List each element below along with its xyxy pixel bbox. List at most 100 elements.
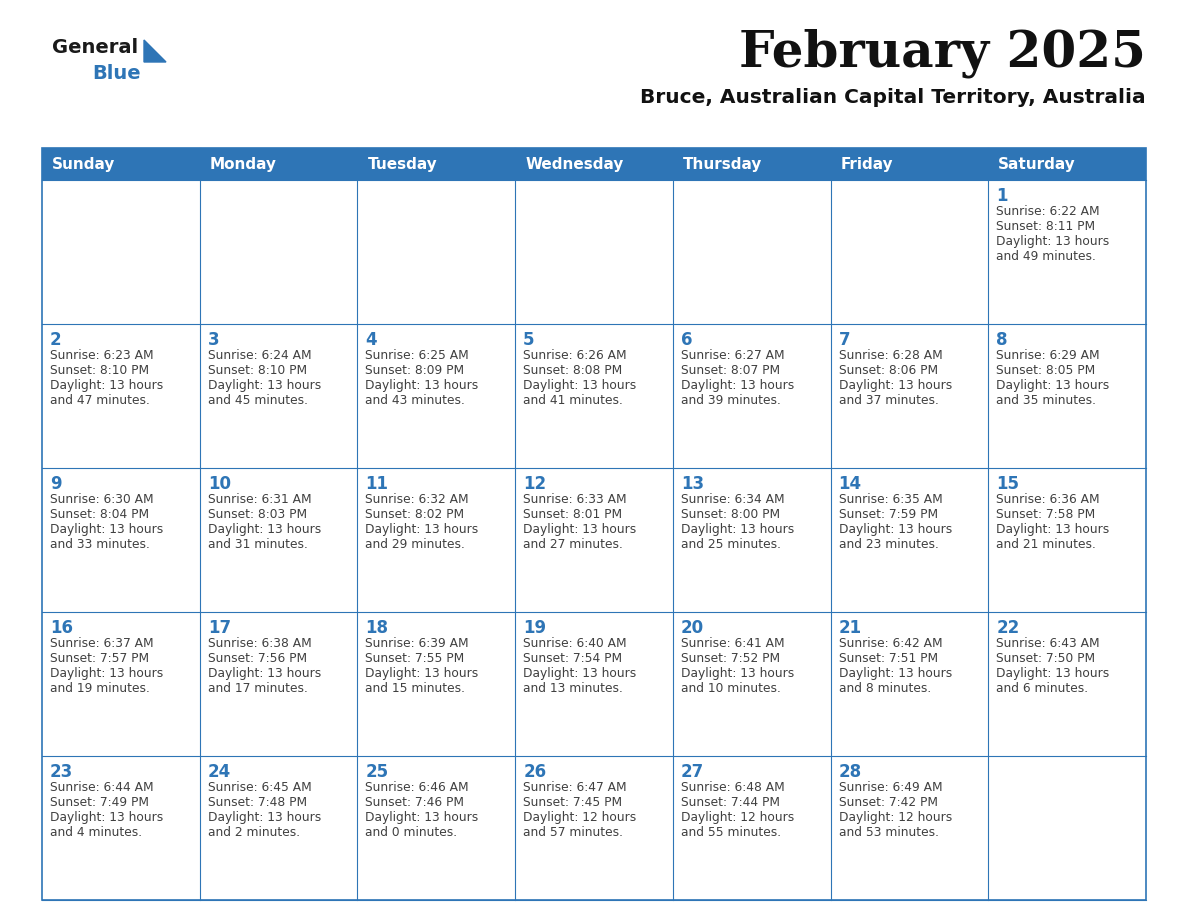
Text: 9: 9 bbox=[50, 475, 62, 493]
Text: Sunrise: 6:32 AM: Sunrise: 6:32 AM bbox=[366, 493, 469, 506]
Text: and 37 minutes.: and 37 minutes. bbox=[839, 394, 939, 407]
Text: 6: 6 bbox=[681, 331, 693, 349]
Text: 22: 22 bbox=[997, 619, 1019, 637]
Text: 3: 3 bbox=[208, 331, 220, 349]
Text: Daylight: 13 hours: Daylight: 13 hours bbox=[50, 523, 163, 536]
Text: Sunset: 8:02 PM: Sunset: 8:02 PM bbox=[366, 508, 465, 521]
Bar bbox=[516, 468, 672, 612]
Bar bbox=[200, 324, 358, 468]
Text: Thursday: Thursday bbox=[683, 156, 763, 172]
Text: 28: 28 bbox=[839, 763, 861, 781]
Bar bbox=[672, 612, 830, 756]
Text: Sunset: 7:51 PM: Sunset: 7:51 PM bbox=[839, 652, 937, 665]
Bar bbox=[516, 324, 672, 468]
Text: and 19 minutes.: and 19 minutes. bbox=[50, 682, 150, 695]
Text: and 35 minutes.: and 35 minutes. bbox=[997, 394, 1097, 407]
Bar bbox=[200, 180, 358, 324]
Text: Sunrise: 6:22 AM: Sunrise: 6:22 AM bbox=[997, 205, 1100, 218]
Text: Monday: Monday bbox=[210, 156, 277, 172]
Text: Daylight: 13 hours: Daylight: 13 hours bbox=[997, 523, 1110, 536]
Text: Sunrise: 6:46 AM: Sunrise: 6:46 AM bbox=[366, 781, 469, 794]
Text: Sunrise: 6:41 AM: Sunrise: 6:41 AM bbox=[681, 637, 784, 650]
Bar bbox=[358, 756, 516, 900]
Text: 5: 5 bbox=[523, 331, 535, 349]
Text: and 4 minutes.: and 4 minutes. bbox=[50, 826, 143, 839]
Bar bbox=[672, 180, 830, 324]
Text: Sunrise: 6:36 AM: Sunrise: 6:36 AM bbox=[997, 493, 1100, 506]
Bar bbox=[42, 180, 200, 324]
Bar bbox=[672, 756, 830, 900]
Text: Sunset: 7:59 PM: Sunset: 7:59 PM bbox=[839, 508, 937, 521]
Text: Sunrise: 6:44 AM: Sunrise: 6:44 AM bbox=[50, 781, 153, 794]
Bar bbox=[988, 612, 1146, 756]
Bar bbox=[830, 180, 988, 324]
Text: 19: 19 bbox=[523, 619, 546, 637]
Text: February 2025: February 2025 bbox=[739, 28, 1146, 77]
Text: Sunrise: 6:40 AM: Sunrise: 6:40 AM bbox=[523, 637, 627, 650]
Bar bbox=[42, 468, 200, 612]
Bar bbox=[988, 468, 1146, 612]
Text: Daylight: 12 hours: Daylight: 12 hours bbox=[839, 811, 952, 824]
Text: Daylight: 13 hours: Daylight: 13 hours bbox=[366, 523, 479, 536]
Text: Friday: Friday bbox=[841, 156, 893, 172]
Bar bbox=[988, 180, 1146, 324]
Text: Sunset: 7:45 PM: Sunset: 7:45 PM bbox=[523, 796, 623, 809]
Text: Sunrise: 6:31 AM: Sunrise: 6:31 AM bbox=[208, 493, 311, 506]
Text: and 29 minutes.: and 29 minutes. bbox=[366, 538, 466, 551]
Text: Sunset: 8:10 PM: Sunset: 8:10 PM bbox=[50, 364, 150, 377]
Text: Daylight: 13 hours: Daylight: 13 hours bbox=[50, 667, 163, 680]
Text: and 33 minutes.: and 33 minutes. bbox=[50, 538, 150, 551]
Bar bbox=[516, 612, 672, 756]
Text: and 23 minutes.: and 23 minutes. bbox=[839, 538, 939, 551]
Text: Sunset: 7:54 PM: Sunset: 7:54 PM bbox=[523, 652, 623, 665]
Text: Daylight: 13 hours: Daylight: 13 hours bbox=[208, 811, 321, 824]
Text: Bruce, Australian Capital Territory, Australia: Bruce, Australian Capital Territory, Aus… bbox=[640, 88, 1146, 107]
Bar bbox=[516, 180, 672, 324]
Text: Sunset: 8:07 PM: Sunset: 8:07 PM bbox=[681, 364, 781, 377]
Text: Sunrise: 6:47 AM: Sunrise: 6:47 AM bbox=[523, 781, 627, 794]
Text: Daylight: 13 hours: Daylight: 13 hours bbox=[366, 811, 479, 824]
Text: Daylight: 13 hours: Daylight: 13 hours bbox=[681, 379, 794, 392]
Text: 4: 4 bbox=[366, 331, 377, 349]
Text: Tuesday: Tuesday bbox=[367, 156, 437, 172]
Bar bbox=[42, 612, 200, 756]
Text: and 13 minutes.: and 13 minutes. bbox=[523, 682, 623, 695]
Text: Sunrise: 6:27 AM: Sunrise: 6:27 AM bbox=[681, 349, 784, 362]
Bar bbox=[830, 324, 988, 468]
Bar bbox=[988, 324, 1146, 468]
Text: Daylight: 13 hours: Daylight: 13 hours bbox=[366, 379, 479, 392]
Text: and 2 minutes.: and 2 minutes. bbox=[208, 826, 299, 839]
Text: and 21 minutes.: and 21 minutes. bbox=[997, 538, 1097, 551]
Text: Daylight: 12 hours: Daylight: 12 hours bbox=[523, 811, 637, 824]
Text: Sunset: 7:48 PM: Sunset: 7:48 PM bbox=[208, 796, 307, 809]
Text: Sunrise: 6:33 AM: Sunrise: 6:33 AM bbox=[523, 493, 627, 506]
Text: Daylight: 13 hours: Daylight: 13 hours bbox=[681, 667, 794, 680]
Text: 13: 13 bbox=[681, 475, 704, 493]
Text: 14: 14 bbox=[839, 475, 861, 493]
Text: Sunrise: 6:26 AM: Sunrise: 6:26 AM bbox=[523, 349, 627, 362]
Text: Sunset: 8:09 PM: Sunset: 8:09 PM bbox=[366, 364, 465, 377]
Text: and 43 minutes.: and 43 minutes. bbox=[366, 394, 466, 407]
Text: Sunday: Sunday bbox=[52, 156, 115, 172]
Text: 8: 8 bbox=[997, 331, 1007, 349]
Text: and 45 minutes.: and 45 minutes. bbox=[208, 394, 308, 407]
Text: Sunrise: 6:48 AM: Sunrise: 6:48 AM bbox=[681, 781, 784, 794]
Text: Sunset: 8:05 PM: Sunset: 8:05 PM bbox=[997, 364, 1095, 377]
Text: Sunset: 8:06 PM: Sunset: 8:06 PM bbox=[839, 364, 937, 377]
Text: Sunset: 7:44 PM: Sunset: 7:44 PM bbox=[681, 796, 779, 809]
Text: Daylight: 13 hours: Daylight: 13 hours bbox=[523, 379, 637, 392]
Text: Daylight: 13 hours: Daylight: 13 hours bbox=[208, 667, 321, 680]
Text: 7: 7 bbox=[839, 331, 851, 349]
Bar bbox=[42, 756, 200, 900]
Text: Daylight: 13 hours: Daylight: 13 hours bbox=[50, 811, 163, 824]
Text: and 57 minutes.: and 57 minutes. bbox=[523, 826, 624, 839]
Text: 24: 24 bbox=[208, 763, 230, 781]
Text: 20: 20 bbox=[681, 619, 704, 637]
Text: Sunset: 8:03 PM: Sunset: 8:03 PM bbox=[208, 508, 307, 521]
Bar bbox=[830, 468, 988, 612]
Text: Sunset: 7:56 PM: Sunset: 7:56 PM bbox=[208, 652, 307, 665]
Text: Sunrise: 6:23 AM: Sunrise: 6:23 AM bbox=[50, 349, 153, 362]
Text: 15: 15 bbox=[997, 475, 1019, 493]
Text: 10: 10 bbox=[208, 475, 230, 493]
Text: Sunset: 7:50 PM: Sunset: 7:50 PM bbox=[997, 652, 1095, 665]
